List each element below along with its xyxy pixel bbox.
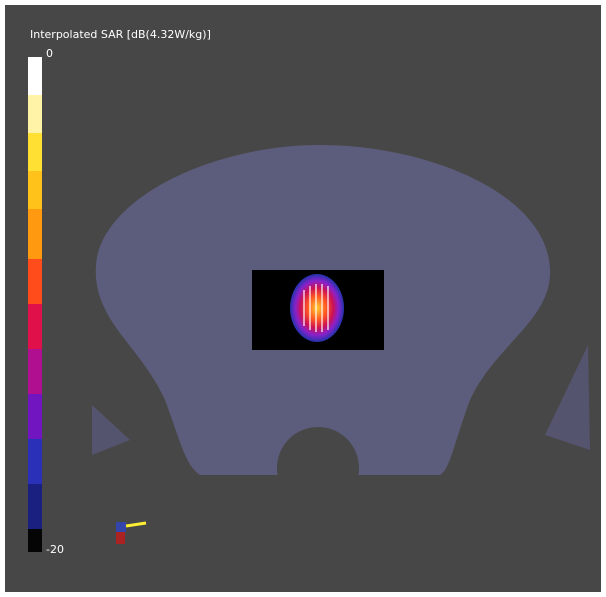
colorbar-min-label: -20 (46, 543, 64, 556)
sar-hotspot (290, 274, 344, 342)
orientation-axes (116, 521, 147, 544)
phantom-right-part (545, 345, 590, 450)
colorbar-max-label: 0 (46, 47, 53, 60)
colorbar (28, 57, 42, 552)
antenna-lines (303, 284, 329, 332)
colorbar-title: Interpolated SAR [dB(4.32W/kg)] (30, 28, 211, 41)
phantom-left-part (92, 405, 130, 455)
